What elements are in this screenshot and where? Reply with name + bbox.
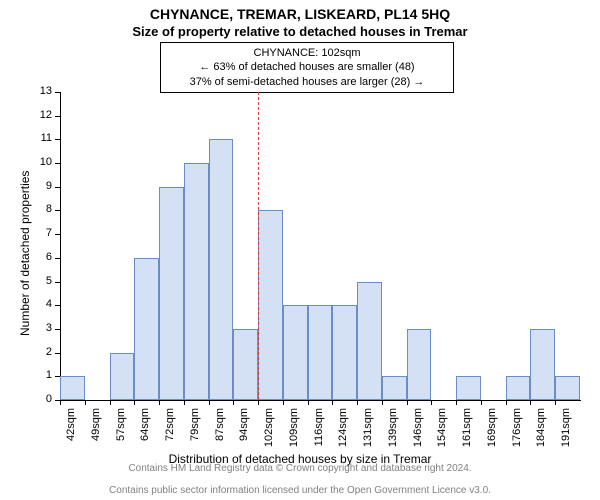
- x-tick-mark: [431, 400, 432, 405]
- footer-line1: Contains HM Land Registry data © Crown c…: [128, 463, 471, 474]
- footer-text: Contains HM Land Registry data © Crown c…: [0, 452, 600, 496]
- y-tick-label: 8: [32, 203, 52, 215]
- histogram-bar: [332, 305, 357, 400]
- x-tick-label: 191sqm: [560, 408, 572, 458]
- histogram-bar: [407, 329, 432, 400]
- histogram-bar: [110, 353, 135, 400]
- x-tick-label: 154sqm: [436, 408, 448, 458]
- x-tick-label: 139sqm: [387, 408, 399, 458]
- y-tick-mark: [55, 116, 60, 117]
- x-tick-mark: [357, 400, 358, 405]
- y-tick-label: 6: [32, 251, 52, 263]
- x-tick-mark: [555, 400, 556, 405]
- y-tick-label: 0: [32, 393, 52, 405]
- x-tick-mark: [258, 400, 259, 405]
- x-tick-label: 124sqm: [337, 408, 349, 458]
- y-tick-mark: [55, 210, 60, 211]
- x-tick-mark: [283, 400, 284, 405]
- x-tick-mark: [382, 400, 383, 405]
- x-tick-mark: [233, 400, 234, 405]
- x-tick-label: 57sqm: [115, 408, 127, 458]
- y-tick-label: 1: [32, 369, 52, 381]
- y-tick-label: 12: [32, 109, 52, 121]
- histogram-bar: [233, 329, 258, 400]
- y-tick-label: 13: [32, 85, 52, 97]
- x-tick-label: 49sqm: [90, 408, 102, 458]
- histogram-bar: [134, 258, 159, 400]
- histogram-bar: [209, 139, 234, 400]
- histogram-bar: [283, 305, 308, 400]
- x-tick-mark: [110, 400, 111, 405]
- histogram-bar: [456, 376, 481, 400]
- histogram-bar: [506, 376, 531, 400]
- y-axis-label: Number of detached properties: [18, 171, 32, 336]
- reference-line: [258, 92, 259, 400]
- x-tick-label: 176sqm: [511, 408, 523, 458]
- histogram-bar: [60, 376, 85, 400]
- y-tick-mark: [55, 92, 60, 93]
- x-tick-label: 94sqm: [238, 408, 250, 458]
- y-tick-mark: [55, 234, 60, 235]
- x-tick-mark: [456, 400, 457, 405]
- histogram-bar: [357, 282, 382, 400]
- y-tick-mark: [55, 329, 60, 330]
- footer-line2: Contains public sector information licen…: [109, 485, 491, 496]
- histogram-bar: [530, 329, 555, 400]
- annotation-box: CHYNANCE: 102sqm ← 63% of detached house…: [160, 42, 454, 93]
- y-tick-label: 10: [32, 156, 52, 168]
- x-tick-label: 64sqm: [139, 408, 151, 458]
- x-tick-label: 146sqm: [412, 408, 424, 458]
- x-tick-mark: [209, 400, 210, 405]
- x-tick-label: 42sqm: [65, 408, 77, 458]
- x-tick-mark: [308, 400, 309, 405]
- y-tick-mark: [55, 187, 60, 188]
- x-tick-mark: [407, 400, 408, 405]
- y-tick-mark: [55, 163, 60, 164]
- x-tick-mark: [60, 400, 61, 405]
- x-tick-mark: [530, 400, 531, 405]
- histogram-bar: [184, 163, 209, 400]
- chart-title-main: CHYNANCE, TREMAR, LISKEARD, PL14 5HQ: [0, 6, 600, 22]
- y-tick-label: 2: [32, 346, 52, 358]
- y-tick-mark: [55, 282, 60, 283]
- annotation-line3: 37% of semi-detached houses are larger (…: [167, 75, 447, 89]
- x-tick-mark: [159, 400, 160, 405]
- x-tick-mark: [184, 400, 185, 405]
- x-tick-label: 72sqm: [164, 408, 176, 458]
- histogram-bar: [308, 305, 333, 400]
- x-tick-mark: [134, 400, 135, 405]
- y-tick-label: 11: [32, 132, 52, 144]
- y-tick-mark: [55, 258, 60, 259]
- y-tick-mark: [55, 353, 60, 354]
- x-tick-label: 116sqm: [313, 408, 325, 458]
- x-tick-label: 161sqm: [461, 408, 473, 458]
- y-tick-label: 3: [32, 322, 52, 334]
- x-tick-label: 87sqm: [214, 408, 226, 458]
- y-tick-label: 4: [32, 298, 52, 310]
- x-tick-label: 169sqm: [486, 408, 498, 458]
- x-tick-mark: [85, 400, 86, 405]
- histogram-bar: [159, 187, 184, 400]
- x-tick-mark: [481, 400, 482, 405]
- y-tick-mark: [55, 305, 60, 306]
- y-tick-mark: [55, 139, 60, 140]
- annotation-line2: ← 63% of detached houses are smaller (48…: [167, 60, 447, 74]
- x-tick-mark: [332, 400, 333, 405]
- x-tick-label: 184sqm: [535, 408, 547, 458]
- x-tick-label: 131sqm: [362, 408, 374, 458]
- histogram-bar: [382, 376, 407, 400]
- x-tick-label: 102sqm: [263, 408, 275, 458]
- y-tick-label: 5: [32, 275, 52, 287]
- histogram-bar: [258, 210, 283, 400]
- x-tick-mark: [506, 400, 507, 405]
- annotation-line1: CHYNANCE: 102sqm: [167, 46, 447, 60]
- x-tick-label: 79sqm: [189, 408, 201, 458]
- y-tick-label: 9: [32, 180, 52, 192]
- x-tick-label: 109sqm: [288, 408, 300, 458]
- histogram-bar: [555, 376, 580, 400]
- chart-title-sub: Size of property relative to detached ho…: [0, 24, 600, 39]
- y-tick-label: 7: [32, 227, 52, 239]
